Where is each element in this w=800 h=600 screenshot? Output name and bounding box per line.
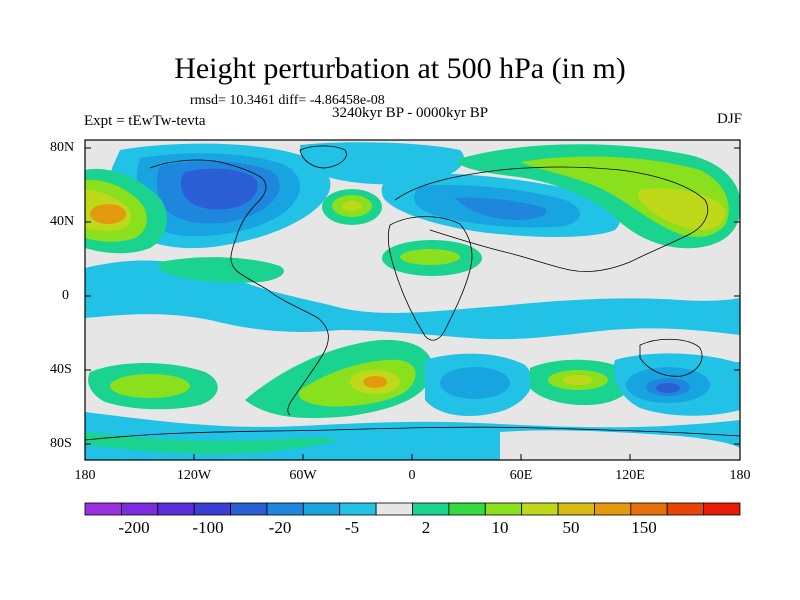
spacific-low-core: [656, 383, 680, 393]
colorbar-box: [521, 502, 559, 516]
y-tick-label: 80S: [50, 436, 72, 451]
colorbar-label: -100: [192, 518, 224, 537]
colorbar-box: [594, 502, 632, 516]
tropical-green-region: [158, 257, 284, 283]
sindian-low-mid: [440, 367, 510, 399]
season-label: DJF: [716, 111, 742, 127]
colorbar-box: [339, 502, 377, 516]
y-tick-label: 40S: [50, 362, 72, 377]
colorbar-box: [375, 502, 413, 516]
spacific-high-inner: [110, 374, 190, 398]
axis-ticks: [85, 147, 740, 460]
colorbar-box: [193, 502, 231, 516]
colorbar-box: [412, 502, 450, 516]
x-tick-label: 0: [408, 468, 416, 483]
greenland-coast: [299, 145, 347, 169]
colorbar-box: [157, 502, 195, 516]
colorbar-box: [84, 502, 122, 516]
eurasia-coast: [394, 166, 709, 272]
colorbar-box: [120, 502, 159, 516]
australia-coast: [639, 338, 703, 377]
south-america-coast: [267, 289, 329, 416]
experiment-label: Expt = tEwTw-tevta: [84, 113, 206, 129]
y-tick-label: 80N: [50, 140, 75, 155]
colorbar-label: -5: [344, 518, 360, 537]
colorbar-box: [557, 502, 595, 516]
colorbar-box: [448, 502, 486, 516]
x-tick-label: 60E: [509, 468, 533, 483]
colorbar-label: -20: [268, 518, 292, 537]
colorbar-label: 150: [631, 518, 657, 537]
x-tick-label: 180: [729, 468, 751, 483]
colorbar-box: [703, 502, 741, 516]
africa-high-inner: [400, 249, 460, 265]
colorbar-box: [666, 502, 705, 516]
y-tick-label: 40N: [50, 214, 75, 229]
na-core-region: [180, 168, 258, 210]
x-tick-label: 180: [74, 468, 96, 483]
colorbar-box: [302, 502, 341, 516]
colorbar: [84, 502, 741, 516]
x-tick-label: 60W: [289, 468, 317, 483]
colorbar-box: [484, 502, 523, 516]
x-tick-label: 120W: [176, 468, 212, 483]
colorbar-label: 10: [491, 518, 509, 537]
plot-title: Height perturbation at 500 hPa (in m): [174, 52, 626, 85]
eurasia-core-region: [455, 197, 547, 220]
colorbar-box: [230, 502, 268, 516]
antarctic-green-west: [85, 432, 340, 455]
colorbar-label: 50: [562, 518, 580, 537]
colorbar-label: -200: [118, 518, 150, 537]
pacific-high-core: [90, 204, 126, 224]
satlantic-high-core: [363, 376, 387, 388]
sio-high-inner: [563, 375, 593, 385]
colorbar-label: 2: [421, 518, 431, 537]
colorbar-box: [630, 502, 668, 516]
x-tick-label: 120E: [615, 468, 645, 483]
north-america-coast: [149, 159, 269, 291]
antarctica-coast: [85, 426, 740, 441]
antarctic-neutral-east: [500, 430, 740, 460]
plot-subtitle: 3240kyr BP - 0000kyr BP: [331, 105, 489, 121]
africa-coast: [387, 216, 473, 341]
coastlines: [85, 145, 740, 441]
rmsd-diff-text: rmsd= 10.3461 diff= -4.86458e-08: [190, 93, 385, 108]
colorbar-box: [266, 502, 304, 516]
tropical-band: [85, 260, 740, 340]
height-perturbation-field: [85, 140, 740, 460]
y-tick-label: 0: [62, 288, 69, 303]
atlantic-high-core: [342, 201, 362, 211]
